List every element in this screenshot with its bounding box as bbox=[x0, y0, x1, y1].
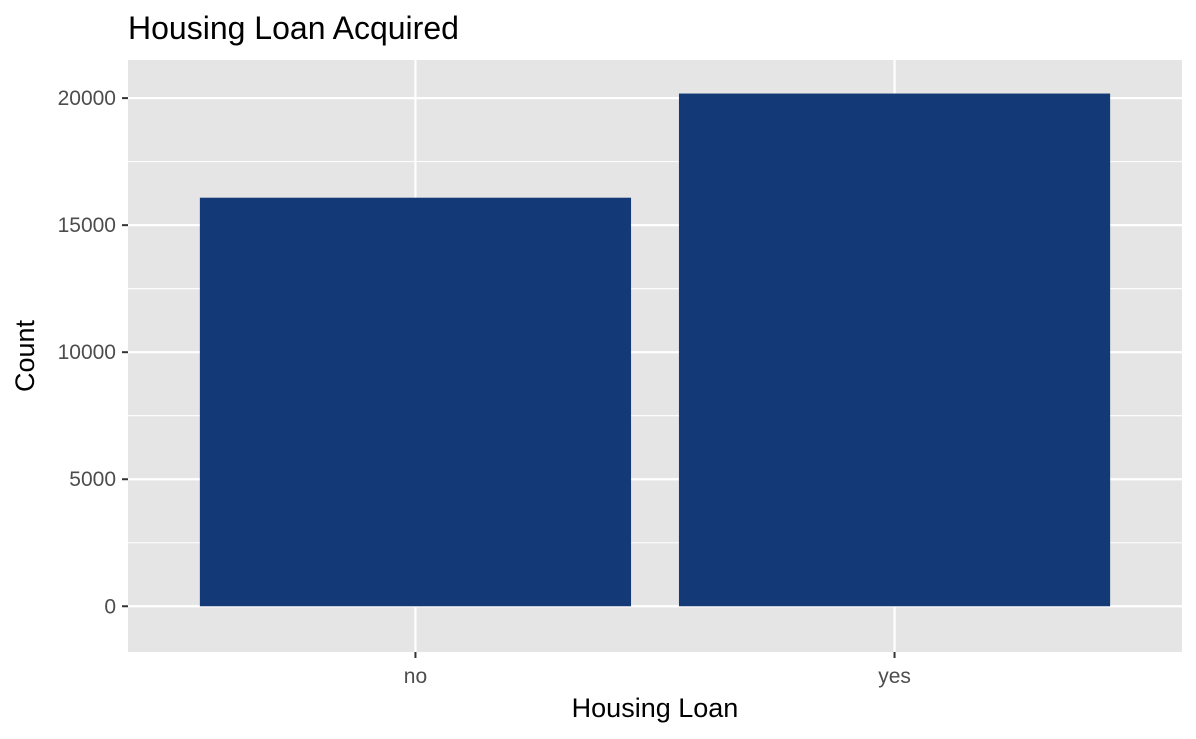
y-tick-label: 0 bbox=[104, 595, 116, 618]
y-axis: 0 5000 10000 15000 20000 bbox=[58, 87, 128, 618]
x-tick-label: no bbox=[404, 665, 427, 688]
y-axis-title: Count bbox=[10, 319, 40, 392]
y-tick-label: 20000 bbox=[58, 87, 116, 110]
y-tick-label: 5000 bbox=[69, 468, 116, 491]
x-axis-title: Housing Loan bbox=[572, 693, 739, 723]
x-tick-label: yes bbox=[878, 665, 911, 688]
bar-yes bbox=[678, 93, 1111, 607]
x-axis: no yes bbox=[404, 652, 911, 688]
chart-title: Housing Loan Acquired bbox=[128, 10, 459, 46]
bar-no bbox=[199, 197, 632, 607]
bars bbox=[199, 93, 1111, 607]
y-tick-label: 10000 bbox=[58, 341, 116, 364]
y-tick-label: 15000 bbox=[58, 214, 116, 237]
